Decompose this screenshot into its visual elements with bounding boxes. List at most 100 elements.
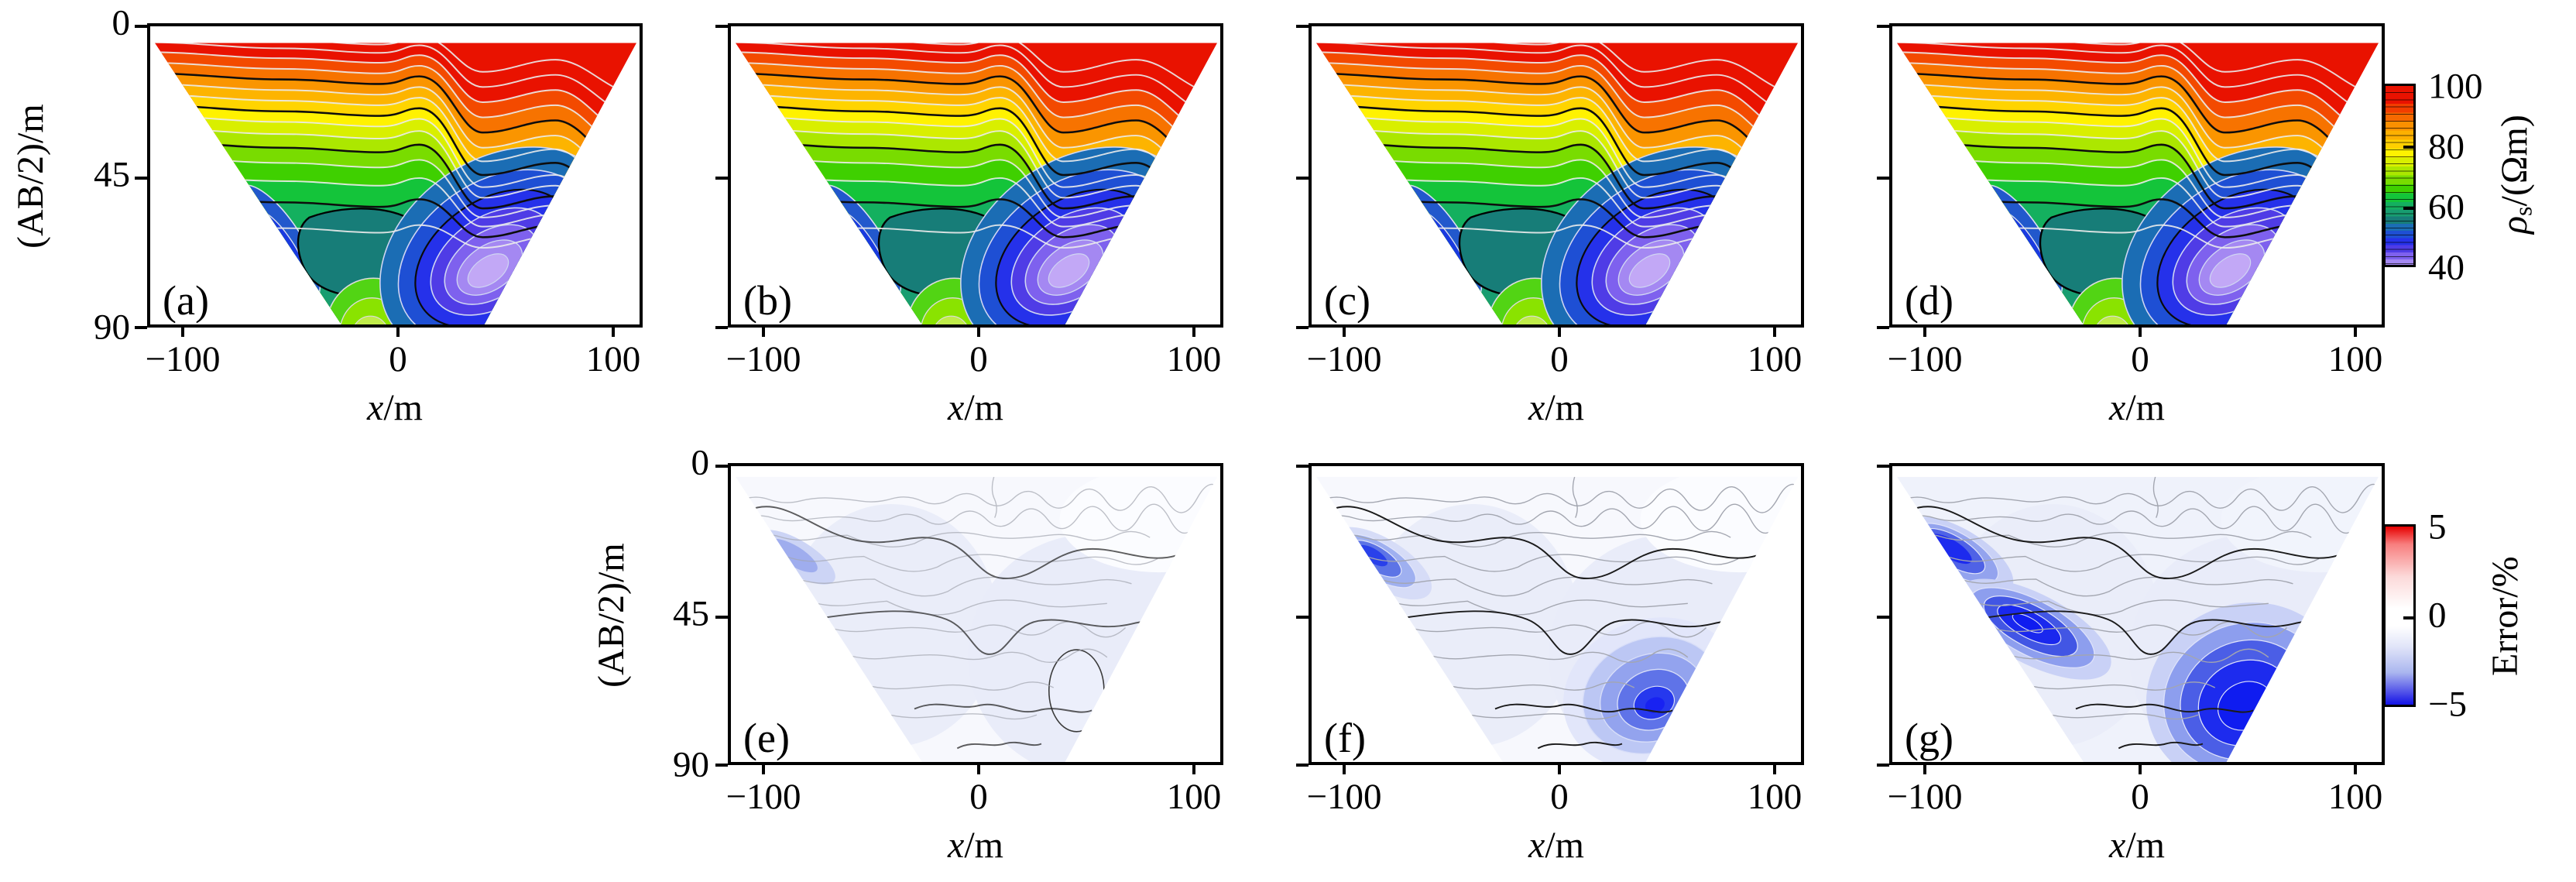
error-section-f (1312, 466, 1801, 762)
xtick-mark (977, 324, 980, 337)
colorbar-tick-0 (2403, 616, 2413, 619)
panel-c: (c) −100 0 100 x/m (1296, 23, 1804, 427)
panel-e: (e) −100 0 100 x/m (715, 463, 1223, 864)
xtick-mark (977, 762, 980, 774)
ytick-mark (715, 616, 728, 619)
xtick-label: −100 (1306, 339, 1382, 379)
panel-b: (b) −100 0 100 x/m (715, 23, 1223, 427)
xtick-label: 100 (1166, 777, 1222, 817)
cbar-top-label-60: 60 (2428, 187, 2465, 228)
colorbar-tick-60 (2403, 207, 2413, 210)
top-ytick-90: 90 (94, 307, 130, 348)
x-axis-title: x/m (1528, 387, 1584, 428)
cbar-bottom-label-5: 5 (2428, 506, 2447, 547)
xtick-label: −100 (725, 777, 801, 817)
x-axis-title: x/m (2109, 825, 2165, 866)
xtick-mark (1343, 762, 1346, 774)
xtick-label: 0 (969, 777, 988, 817)
xtick-mark (1192, 762, 1195, 774)
colorbar-tick-80 (2403, 146, 2413, 149)
x-axis-title: x/m (2109, 387, 2165, 428)
xtick-mark (1923, 762, 1926, 774)
pseudosection-b (731, 26, 1220, 324)
cbar-bottom-label-neg5: −5 (2428, 684, 2468, 725)
xtick-mark (1923, 324, 1926, 337)
xtick-label: −100 (1887, 339, 1963, 379)
resistivity-colorbar (2383, 84, 2416, 267)
cbar-top-label-100: 100 (2428, 66, 2483, 107)
ytick-mark (135, 326, 147, 329)
error-section-g (1892, 466, 2382, 762)
pseudosection-c (1312, 26, 1801, 324)
ytick-mark (1877, 177, 1889, 180)
ytick-mark (135, 177, 147, 180)
ytick-mark (1296, 616, 1309, 619)
xtick-label: −100 (145, 339, 221, 379)
cbar-top-label-40: 40 (2428, 247, 2465, 288)
error-section-e (731, 466, 1220, 762)
ytick-mark (1877, 764, 1889, 767)
panel-f: (f) −100 0 100 x/m (1296, 463, 1804, 864)
xtick-mark (2139, 324, 2142, 337)
ytick-mark (1296, 326, 1309, 329)
xtick-label: 0 (969, 339, 988, 379)
pseudosection-d (1892, 26, 2382, 324)
error-colorbar-title: Error/% (2485, 556, 2526, 676)
xtick-label: 100 (2327, 339, 2383, 379)
panel-e-letter: (e) (743, 715, 790, 761)
xtick-label: 0 (389, 339, 407, 379)
panel-g-letter: (g) (1905, 715, 1953, 761)
xtick-label: −100 (1306, 777, 1382, 817)
xtick-mark (1558, 324, 1561, 337)
ytick-mark (1877, 616, 1889, 619)
xtick-mark (1343, 324, 1346, 337)
ytick-mark (1296, 465, 1309, 468)
cbar-top-label-80: 80 (2428, 126, 2465, 167)
bottom-ytick-0: 0 (691, 442, 710, 483)
xtick-mark (612, 324, 615, 337)
ytick-mark (715, 764, 728, 767)
ytick-mark (1296, 177, 1309, 180)
ytick-mark (715, 177, 728, 180)
panel-f-letter: (f) (1324, 715, 1366, 761)
xtick-label: −100 (1887, 777, 1963, 817)
xtick-mark (2354, 762, 2357, 774)
x-axis-title: x/m (367, 387, 423, 428)
xtick-label: 100 (1166, 339, 1222, 379)
xtick-label: 100 (1747, 777, 1803, 817)
xtick-mark (1192, 324, 1195, 337)
xtick-label: −100 (725, 339, 801, 379)
xtick-mark (2354, 324, 2357, 337)
xtick-mark (1773, 762, 1776, 774)
xtick-label: 100 (1747, 339, 1803, 379)
top-ytick-0: 0 (111, 2, 131, 43)
top-y-axis-title: (AB/2)/m (10, 104, 51, 249)
ytick-mark (1877, 326, 1889, 329)
x-axis-title: x/m (1528, 825, 1584, 866)
panel-b-letter: (b) (743, 277, 792, 324)
top-ytick-45: 45 (94, 154, 130, 195)
error-colorbar (2383, 524, 2416, 707)
panel-a-letter: (a) (163, 277, 209, 324)
ytick-mark (1296, 25, 1309, 28)
xtick-mark (762, 762, 765, 774)
panel-d: (d) −100 0 100 x/m (1877, 23, 2385, 427)
xtick-label: 0 (2131, 339, 2149, 379)
xtick-label: 100 (2327, 777, 2383, 817)
panel-d-letter: (d) (1905, 277, 1953, 324)
pseudosection-a (150, 26, 640, 324)
ytick-mark (715, 25, 728, 28)
ytick-mark (1296, 764, 1309, 767)
xtick-label: 0 (2131, 777, 2149, 817)
panel-c-letter: (c) (1324, 277, 1370, 324)
xtick-mark (2139, 762, 2142, 774)
xtick-mark (1773, 324, 1776, 337)
xtick-label: 0 (1550, 777, 1569, 817)
x-axis-title: x/m (948, 387, 1003, 428)
xtick-label: 100 (585, 339, 641, 379)
ytick-mark (135, 25, 147, 28)
xtick-label: 0 (1550, 339, 1569, 379)
panel-g: (g) −100 0 100 x/m (1877, 463, 2385, 864)
ytick-mark (1877, 25, 1889, 28)
